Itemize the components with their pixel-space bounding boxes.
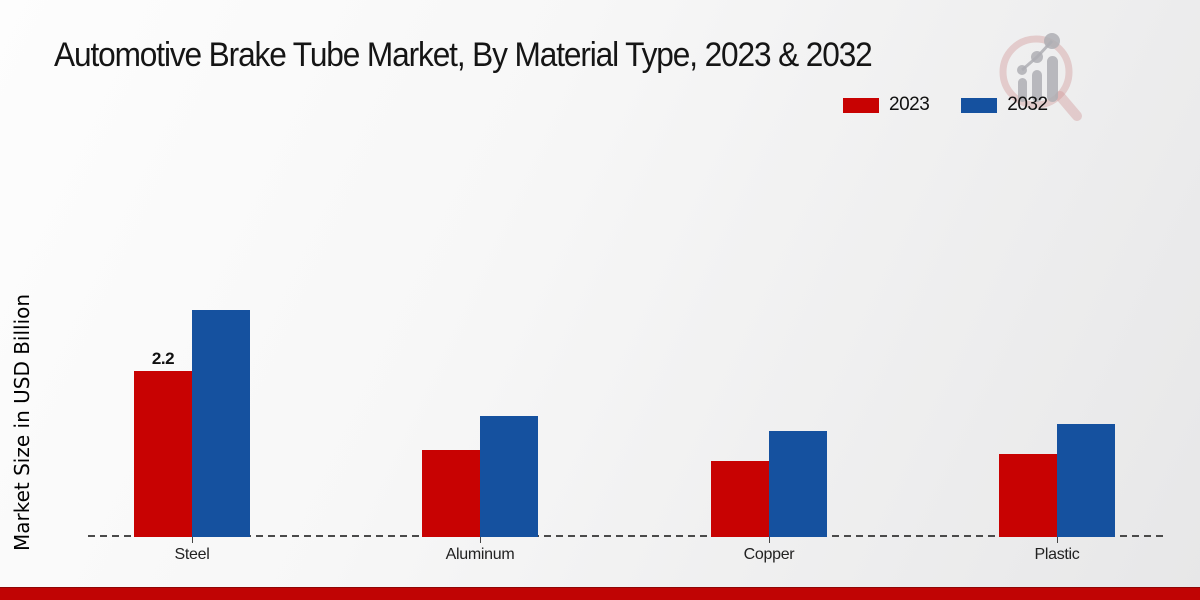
bar-plastic-2023 — [999, 454, 1057, 537]
legend-swatch-2023 — [843, 97, 879, 113]
bar-copper-2032 — [769, 431, 827, 537]
legend: 2023 2032 — [843, 94, 1048, 116]
category-label-plastic: Plastic — [1034, 546, 1080, 563]
chart-title: Automotive Brake Tube Market, By Materia… — [54, 36, 873, 74]
category-label-steel: Steel — [174, 546, 210, 563]
x-axis-tick-copper — [769, 537, 770, 543]
category-label-aluminum: Aluminum — [445, 546, 515, 563]
footer-bar — [0, 587, 1200, 600]
bar-steel-2032 — [192, 310, 250, 537]
bar-value-label: 2.2 — [151, 349, 175, 368]
legend-label: 2032 — [1007, 94, 1048, 115]
x-axis-baseline — [88, 535, 1165, 537]
bar-aluminum-2032 — [480, 416, 538, 537]
category-label-copper: Copper — [743, 546, 795, 563]
bar-steel-2023 — [134, 371, 192, 537]
legend-swatch-2032 — [961, 97, 998, 113]
legend-item-2023: 2023 — [843, 94, 930, 116]
bar-plastic-2032 — [1057, 424, 1115, 537]
bar-aluminum-2023 — [422, 450, 480, 537]
x-axis-tick-steel — [192, 537, 193, 543]
legend-label: 2023 — [889, 94, 930, 115]
bar-copper-2023 — [711, 461, 769, 537]
legend-item-2032: 2032 — [961, 94, 1048, 116]
x-axis-tick-plastic — [1057, 537, 1058, 543]
x-axis-tick-aluminum — [480, 537, 481, 543]
magnifier-growth-chart-logo — [999, 33, 1082, 121]
